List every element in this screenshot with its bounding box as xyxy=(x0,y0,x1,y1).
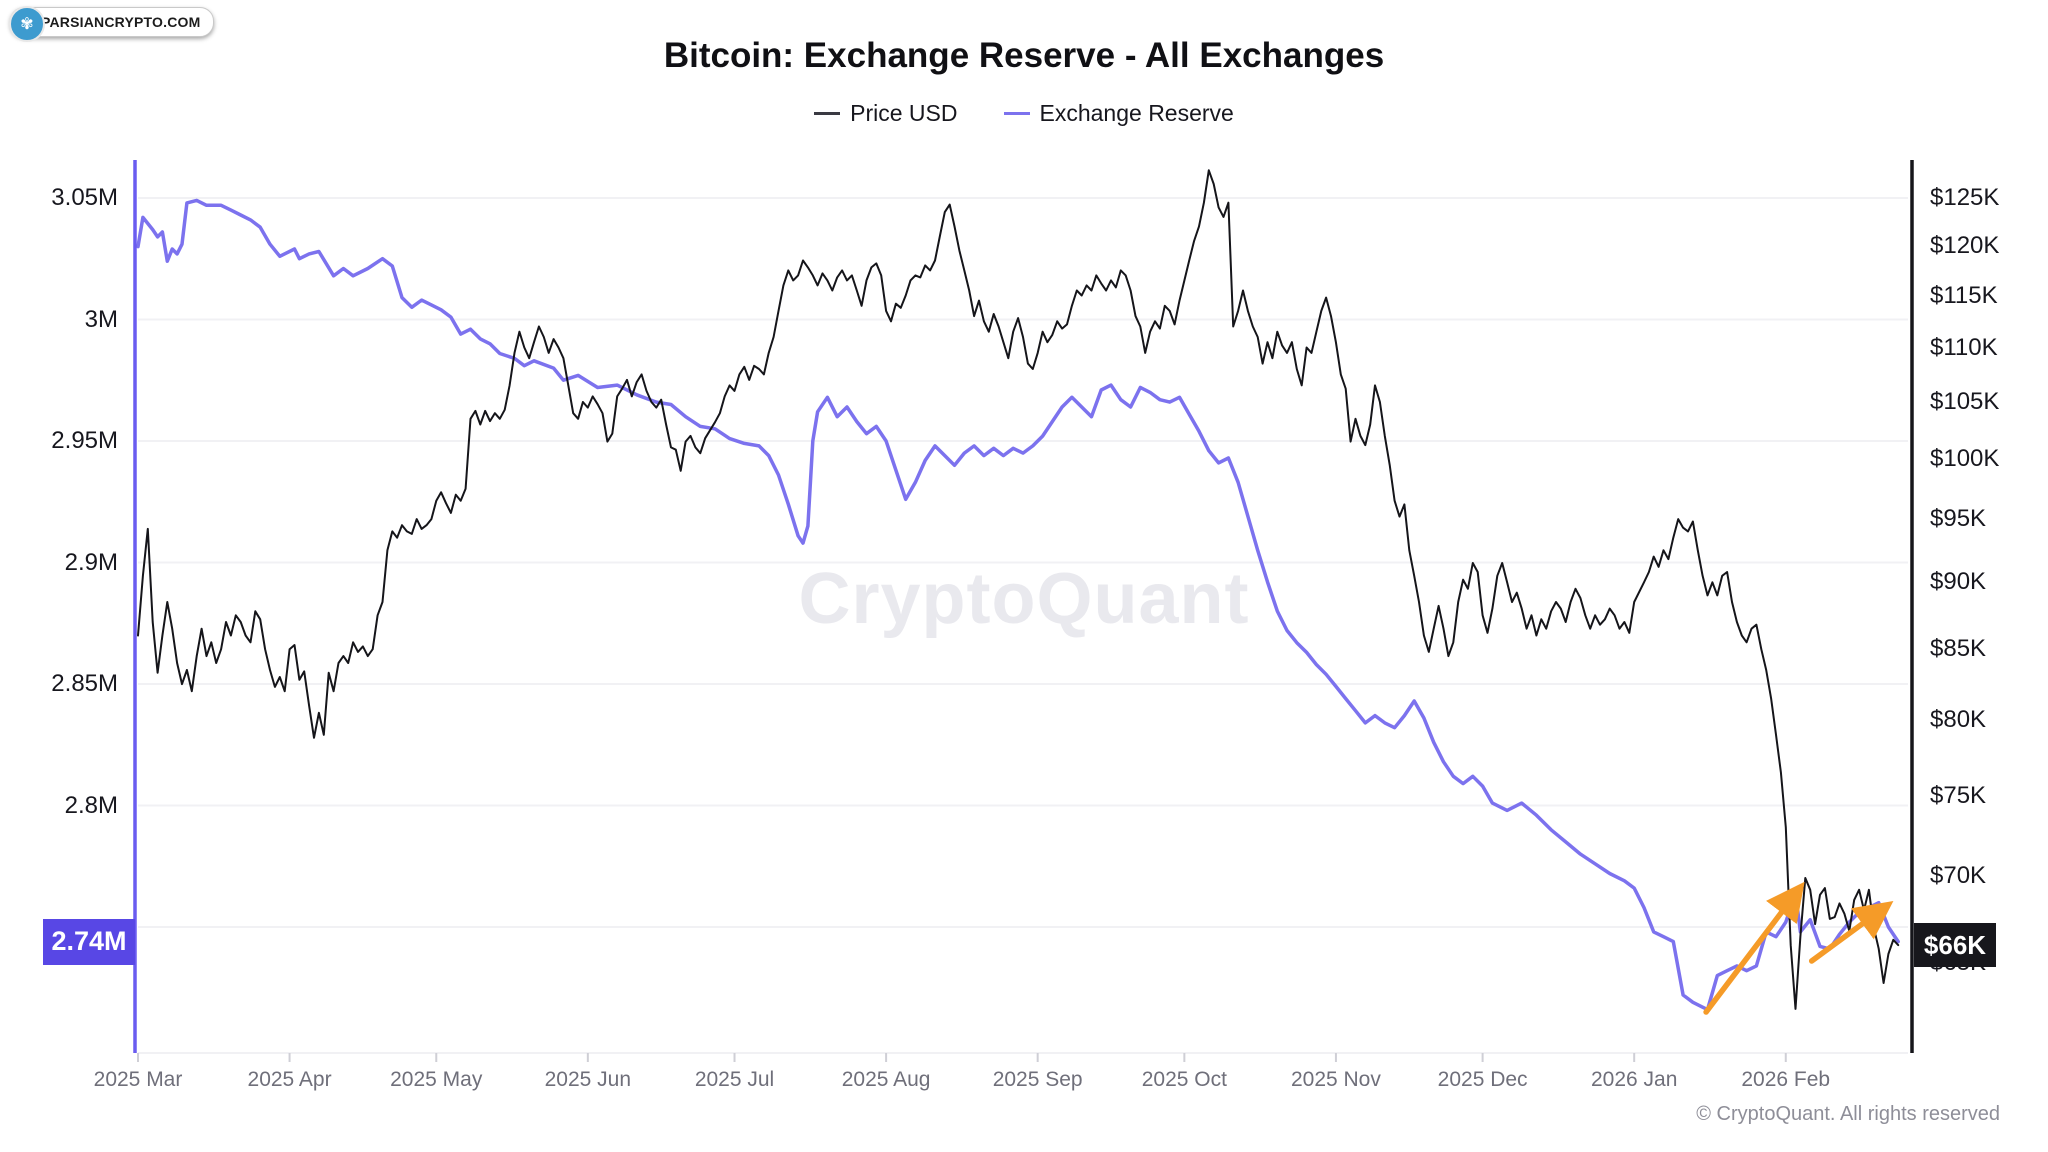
price-line-swatch-icon xyxy=(814,112,841,115)
chart-legend: Price USD Exchange Reserve xyxy=(0,100,2048,127)
chart-title: Bitcoin: Exchange Reserve - All Exchange… xyxy=(663,36,1385,75)
left-axis-tick-label: 2.8M xyxy=(64,791,118,819)
x-axis-tick-label: 2025 Nov xyxy=(1290,1068,1381,1091)
x-axis-tick-label: 2025 Mar xyxy=(93,1068,183,1091)
right-axis-tick-label: $100K xyxy=(1930,445,2000,473)
x-axis-tick-label: 2026 Jan xyxy=(1590,1068,1678,1091)
x-axis-tick-label: 2025 Sep xyxy=(992,1068,1083,1091)
right-axis-tick-label: $90K xyxy=(1930,568,1987,596)
copyright-text: © CryptoQuant. All rights reserved xyxy=(1696,1103,2000,1125)
x-axis-tick-label: 2025 May xyxy=(390,1068,483,1091)
trend-arrow xyxy=(1703,881,1805,1015)
legend-item-reserve[interactable]: Exchange Reserve xyxy=(1003,100,1234,127)
reserve-line xyxy=(136,198,1900,1012)
left-axis-tick-label: 3.05M xyxy=(51,184,118,211)
reserve-line-swatch-icon xyxy=(1003,112,1030,115)
right-axis-tick-label: $115K xyxy=(1930,281,1998,309)
right-axis-tick-label: $105K xyxy=(1930,387,2000,415)
right-axis-tick-label: $95K xyxy=(1930,505,1987,533)
legend-label-reserve: Exchange Reserve xyxy=(1039,100,1234,126)
x-axis-tick-label: 2025 Dec xyxy=(1437,1068,1528,1091)
right-axis-tick-label: $70K xyxy=(1930,862,1987,890)
parsiancrypto-logo-icon: ✾ xyxy=(9,6,45,42)
right-axis-tick-label: $80K xyxy=(1930,706,1987,734)
right-axis-tick-label: $125K xyxy=(1930,184,2000,211)
right-axis-tick-label: $120K xyxy=(1930,231,2000,259)
left-axis-tick-label: 3M xyxy=(84,305,118,333)
x-axis-tick-label: 2025 Aug xyxy=(841,1068,931,1091)
x-axis-tick-label: 2025 Jul xyxy=(694,1068,775,1091)
price-line xyxy=(137,169,1900,1010)
legend-item-price[interactable]: Price USD xyxy=(814,100,958,127)
right-axis-tick-label: $110K xyxy=(1930,333,1998,361)
x-axis-tick-label: 2025 Oct xyxy=(1141,1068,1227,1091)
cryptoquant-watermark: CryptoQuant xyxy=(798,559,1250,639)
right-axis-tick-label: $85K xyxy=(1930,635,1987,663)
legend-label-price: Price USD xyxy=(850,100,958,126)
trend-arrow xyxy=(1808,901,1894,964)
left-axis-tick-label: 2.95M xyxy=(51,427,118,454)
left-axis-tick-label: 2.85M xyxy=(51,670,118,697)
x-axis-tick-label: 2026 Feb xyxy=(1741,1068,1831,1091)
right-axis-tick-label: $75K xyxy=(1930,781,1987,809)
left-axis-tick-label: 2.9M xyxy=(64,548,118,576)
x-axis-tick-label: 2025 Apr xyxy=(247,1068,332,1091)
x-axis-tick-label: 2025 Jun xyxy=(544,1068,632,1091)
site-badge-label: PARSIANCRYPTO.COM xyxy=(41,14,201,30)
price-current-value-badge: $66K xyxy=(1914,923,1996,968)
reserve-current-value-badge: 2.74M xyxy=(43,918,135,965)
site-badge[interactable]: ✾ PARSIANCRYPTO.COM xyxy=(9,6,214,42)
